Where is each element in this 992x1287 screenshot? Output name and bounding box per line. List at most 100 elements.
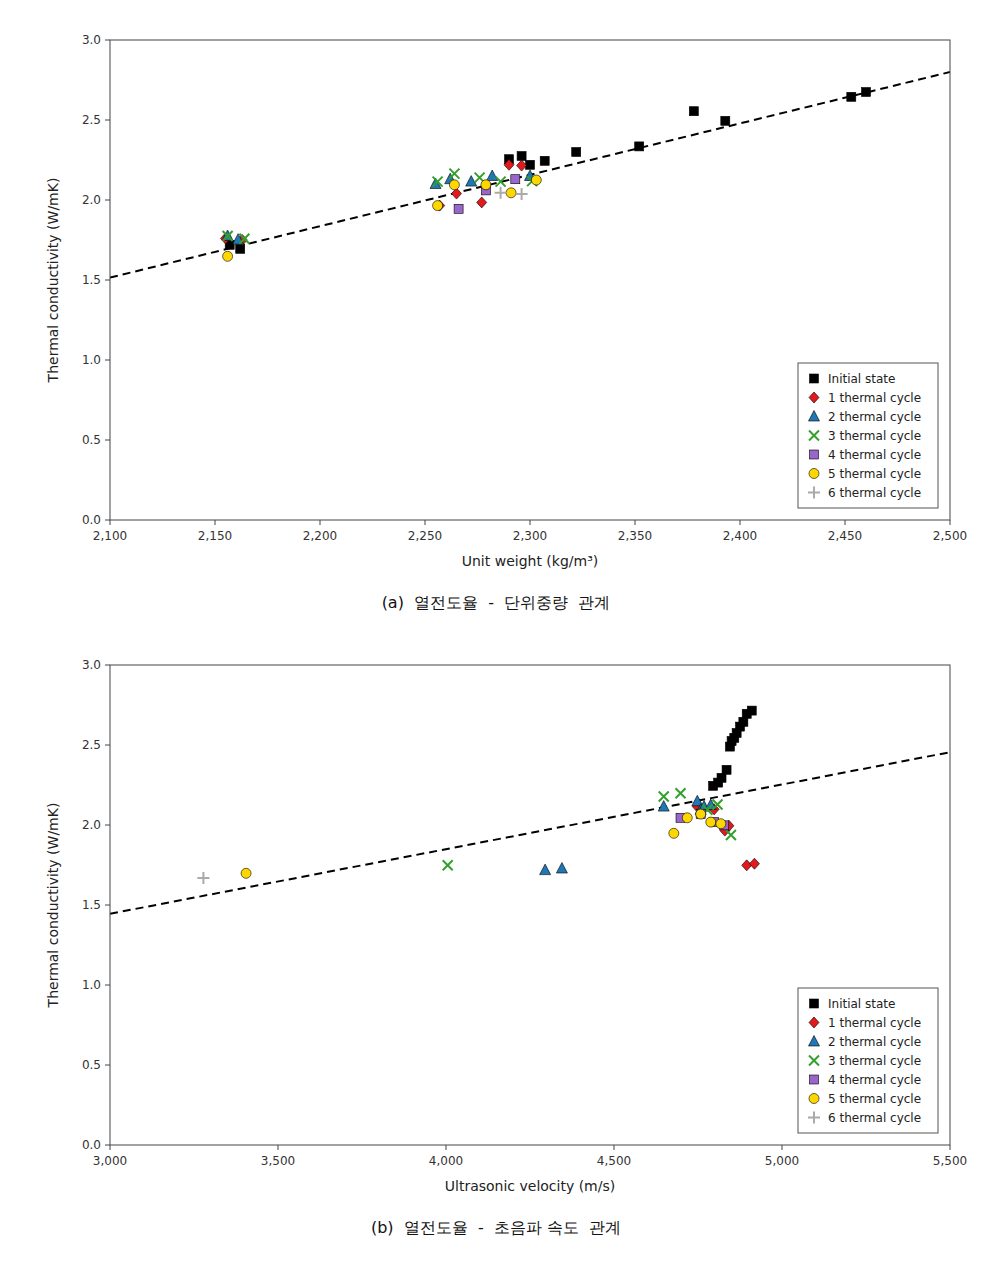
point — [739, 717, 748, 726]
point — [241, 868, 251, 878]
y-tick-label: 2.0 — [82, 818, 101, 832]
panel: 2,1002,1502,2002,2502,3002,3502,4002,450… — [45, 33, 967, 612]
series — [676, 810, 729, 830]
plot-frame — [110, 40, 950, 520]
point — [433, 201, 443, 211]
legend-symbol — [809, 1036, 820, 1047]
point — [481, 180, 491, 190]
legend-label: 6 thermal cycle — [828, 486, 921, 500]
x-tick — [845, 520, 846, 525]
point — [236, 244, 245, 253]
legend-label: 4 thermal cycle — [828, 448, 921, 462]
y-tick-label: 0.0 — [82, 513, 101, 527]
plot-frame — [110, 665, 950, 1145]
point — [722, 765, 731, 774]
y-tick — [105, 745, 110, 746]
x-axis-label: Unit weight (kg/m³) — [462, 553, 599, 569]
point — [659, 792, 669, 802]
x-axis: 2,1002,1502,2002,2502,3002,3502,4002,450… — [93, 520, 967, 543]
x-tick — [215, 520, 216, 525]
y-tick-label: 3.0 — [82, 658, 101, 672]
point — [749, 858, 759, 869]
legend-symbol — [808, 487, 820, 499]
series — [540, 795, 717, 874]
legend-label: 1 thermal cycle — [828, 391, 921, 405]
y-axis-label: Thermal conductivity (W/mK) — [45, 803, 61, 1009]
point — [747, 706, 756, 715]
point — [223, 251, 233, 261]
point — [862, 88, 871, 97]
legend-symbol — [809, 1056, 819, 1066]
legend-symbol — [809, 411, 820, 422]
point — [222, 230, 233, 241]
x-tick-label: 5,000 — [765, 1154, 799, 1168]
y-tick — [105, 40, 110, 41]
point — [504, 159, 514, 170]
point — [511, 175, 520, 184]
y-tick — [105, 905, 110, 906]
point — [516, 188, 528, 200]
x-tick-label: 2,500 — [933, 529, 967, 543]
trendline — [110, 752, 950, 914]
legend-symbol — [810, 1075, 819, 1084]
y-tick — [105, 200, 110, 201]
point — [443, 860, 453, 870]
series — [443, 788, 736, 870]
x-tick-label: 4,000 — [429, 1154, 463, 1168]
legend-frame — [798, 988, 938, 1133]
series — [692, 801, 759, 871]
point — [682, 813, 692, 823]
trendline — [110, 72, 950, 278]
y-tick — [105, 1145, 110, 1146]
y-tick — [105, 520, 110, 521]
point — [517, 160, 527, 171]
point — [669, 828, 679, 838]
legend-symbol — [810, 450, 819, 459]
plot-data — [110, 72, 950, 278]
y-tick — [105, 825, 110, 826]
y-tick-label: 0.5 — [82, 1058, 101, 1072]
x-tick-label: 2,450 — [828, 529, 862, 543]
point — [742, 860, 752, 871]
point — [712, 800, 722, 810]
point — [496, 177, 506, 187]
plot-data — [110, 706, 950, 914]
y-tick-label: 0.5 — [82, 433, 101, 447]
point — [197, 872, 209, 884]
point — [658, 801, 669, 812]
legend-label: 3 thermal cycle — [828, 1054, 921, 1068]
y-tick-label: 1.0 — [82, 353, 101, 367]
legend-label: 4 thermal cycle — [828, 1073, 921, 1087]
point — [676, 788, 686, 798]
point — [454, 204, 463, 213]
series — [709, 706, 757, 790]
point — [726, 830, 736, 840]
x-tick — [782, 1145, 783, 1150]
legend-label: 5 thermal cycle — [828, 1092, 921, 1106]
point — [223, 231, 233, 241]
x-tick — [320, 520, 321, 525]
legend-label: Initial state — [828, 372, 895, 386]
legend-symbol — [809, 392, 819, 403]
legend-symbol — [809, 1017, 819, 1028]
series — [241, 809, 726, 878]
x-tick-label: 4,500 — [597, 1154, 631, 1168]
chart-page: 2,1002,1502,2002,2502,3002,3502,4002,450… — [0, 0, 992, 1287]
point — [540, 156, 549, 165]
legend-symbol — [809, 469, 819, 479]
legend: Initial state 1 thermal cycle 2 thermal cy… — [798, 363, 938, 508]
legend-label: 2 thermal cycle — [828, 410, 921, 424]
y-tick-label: 3.0 — [82, 33, 101, 47]
series — [197, 872, 209, 884]
point — [495, 187, 507, 199]
x-tick — [110, 1145, 111, 1150]
point — [717, 773, 726, 782]
y-tick-label: 1.5 — [82, 898, 101, 912]
point — [526, 160, 535, 169]
point — [556, 863, 567, 874]
y-tick — [105, 665, 110, 666]
y-tick-label: 2.5 — [82, 113, 101, 127]
point — [696, 810, 705, 819]
series — [495, 187, 528, 200]
x-tick — [110, 520, 111, 525]
